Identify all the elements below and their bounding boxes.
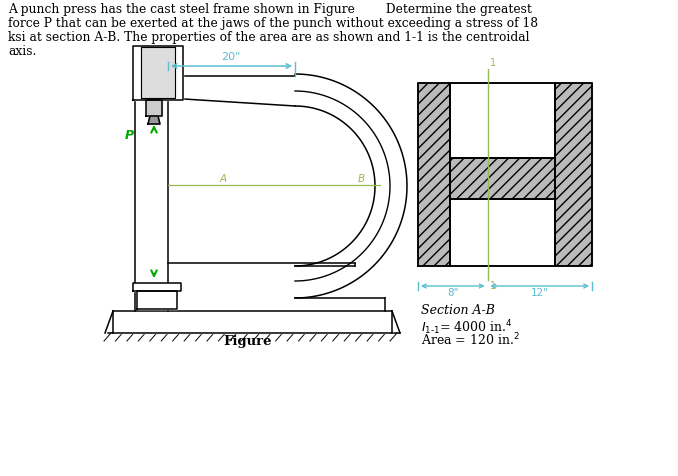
Bar	[450, 83, 555, 158]
Text: 1: 1	[490, 281, 496, 291]
Polygon shape	[133, 46, 183, 100]
Text: ksi at section A-B. The properties of the area are as shown and 1-1 is the centr: ksi at section A-B. The properties of th…	[8, 31, 530, 44]
Text: 20": 20"	[221, 52, 241, 62]
Text: axis.: axis.	[8, 45, 37, 58]
Polygon shape	[137, 291, 177, 309]
Bar	[418, 83, 450, 266]
Text: Section A-B: Section A-B	[421, 304, 495, 317]
Text: P: P	[125, 129, 134, 142]
Text: A: A	[220, 174, 227, 184]
Bar	[555, 83, 592, 266]
Polygon shape	[141, 47, 175, 98]
Text: force P that can be exerted at the jaws of the punch without exceeding a stress : force P that can be exerted at the jaws …	[8, 17, 538, 30]
Text: 1: 1	[490, 58, 496, 68]
Text: $I_{1\text{-}1}$= 4000 in.$^4$: $I_{1\text{-}1}$= 4000 in.$^4$	[421, 318, 513, 337]
Polygon shape	[146, 100, 162, 116]
Text: B: B	[358, 174, 365, 184]
Polygon shape	[135, 74, 407, 311]
Bar	[450, 158, 555, 199]
Bar	[450, 199, 555, 266]
Text: Figure: Figure	[224, 335, 273, 348]
Text: A punch press has the cast steel frame shown in Figure        Determine the grea: A punch press has the cast steel frame s…	[8, 3, 532, 16]
Text: 12": 12"	[531, 288, 549, 298]
Text: Area = 120 in.$^2$: Area = 120 in.$^2$	[421, 332, 520, 348]
Text: 8": 8"	[447, 288, 458, 298]
Polygon shape	[148, 116, 160, 124]
Polygon shape	[133, 283, 181, 291]
Polygon shape	[113, 311, 392, 333]
